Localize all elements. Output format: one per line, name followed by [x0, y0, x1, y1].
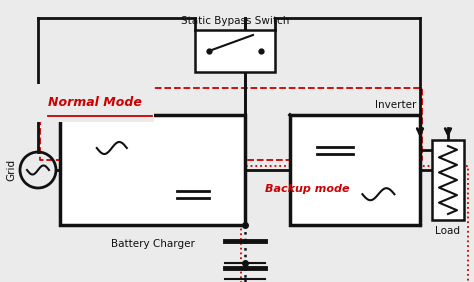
Bar [290, 115, 420, 225]
Text: Grid: Grid [6, 159, 16, 181]
Text: Inverter: Inverter [374, 100, 416, 110]
Bar [432, 140, 464, 220]
Bar [195, 30, 275, 72]
Text: Normal Mode: Normal Mode [48, 96, 142, 109]
Text: Backup mode: Backup mode [265, 184, 349, 194]
Text: Battery Charger: Battery Charger [110, 239, 194, 249]
Bar [60, 115, 245, 225]
Text: Load: Load [436, 226, 461, 236]
Text: Static Bypass Switch: Static Bypass Switch [181, 16, 289, 26]
